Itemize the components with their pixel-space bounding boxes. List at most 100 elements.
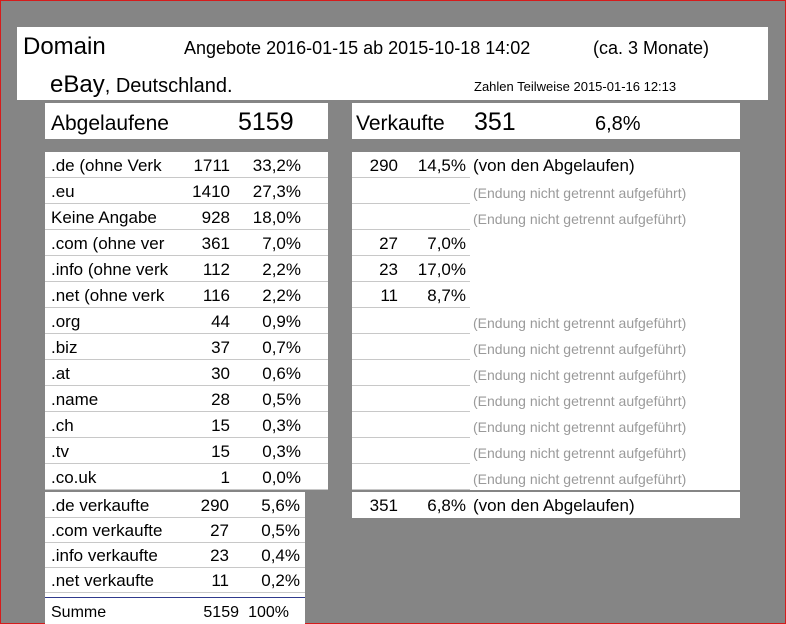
domain-name: .at xyxy=(51,365,70,383)
sold-count: 23 xyxy=(379,261,398,279)
sold-note: (Endung nicht getrennt aufgeführt) xyxy=(473,419,687,435)
domain-name: .com (ohne ver xyxy=(51,235,165,253)
sold-note: (Endung nicht getrennt aufgeführt) xyxy=(473,367,687,383)
sold-domain-name: .de verkaufte xyxy=(51,497,150,515)
table-row: (Endung nicht getrennt aufgeführt) xyxy=(352,308,740,334)
row-cells xyxy=(352,334,470,360)
sold-total-note: (von den Abgelaufen) xyxy=(473,497,635,515)
domain-count: 37 xyxy=(211,339,230,357)
table-row: 23 17,0% xyxy=(352,256,740,282)
domain-percent: 0,7% xyxy=(262,339,301,357)
table-row: 11 8,7% xyxy=(352,282,740,308)
table-row: (Endung nicht getrennt aufgeführt) xyxy=(352,386,740,412)
table-row: .biz 37 0,7% xyxy=(45,334,328,360)
sold-note: (Endung nicht getrennt aufgeführt) xyxy=(473,393,687,409)
table-row: .eu 1410 27,3% xyxy=(45,178,328,204)
sold-note: (Endung nicht getrennt aufgeführt) xyxy=(473,185,687,201)
table-row: (Endung nicht getrennt aufgeführt) xyxy=(352,178,740,204)
offers-period: Angebote 2016-01-15 ab 2015-10-18 14:02 xyxy=(184,38,531,58)
domain-count: 1 xyxy=(220,469,230,487)
domain-name: .de (ohne Verk xyxy=(51,157,162,175)
domain-percent: 2,2% xyxy=(262,287,301,305)
row-cells xyxy=(352,360,470,386)
table-row: .name 28 0,5% xyxy=(45,386,328,412)
sold-count: 290 xyxy=(369,157,398,175)
table-row: 27 7,0% xyxy=(352,230,740,256)
sold-domain-percent: 5,6% xyxy=(261,497,300,515)
table-row: .at 30 0,6% xyxy=(45,360,328,386)
domain-name: .name xyxy=(51,391,99,409)
domain-percent: 0,9% xyxy=(262,313,301,331)
sold-summary: Verkaufte 351 6,8% xyxy=(352,103,740,139)
sold-note: (Endung nicht getrennt aufgeführt) xyxy=(473,341,687,357)
domain-percent: 18,0% xyxy=(252,209,301,227)
sold-domain-name: .net verkaufte xyxy=(51,572,155,590)
domain-name: .ch xyxy=(51,417,74,435)
domain-percent: 27,3% xyxy=(252,183,301,201)
table-row: (Endung nicht getrennt aufgeführt) xyxy=(352,464,740,490)
table-row: .com verkaufte 27 0,5% xyxy=(45,517,305,543)
sold-percent: 7,0% xyxy=(427,235,466,253)
sold-percent: 14,5% xyxy=(417,157,466,175)
table-row: (Endung nicht getrennt aufgeführt) xyxy=(352,334,740,360)
table-row: 290 14,5% (von den Abgelaufen) xyxy=(352,152,740,178)
table-row: .com (ohne ver 361 7,0% xyxy=(45,230,328,256)
sold-note: (Endung nicht getrennt aufgeführt) xyxy=(473,211,687,227)
domain-name: .co.uk xyxy=(51,469,97,487)
row-cells xyxy=(352,152,470,178)
sold-note: (Endung nicht getrennt aufgeführt) xyxy=(473,471,687,487)
table-row: .de verkaufte 290 5,6% xyxy=(45,492,305,518)
domain-percent: 0,5% xyxy=(262,391,301,409)
domain-count: 361 xyxy=(201,235,230,253)
total-count: 5159 xyxy=(203,604,239,621)
domain-count: 928 xyxy=(201,209,230,227)
domain-count: 112 xyxy=(202,261,230,279)
row-cells xyxy=(352,308,470,334)
sold-note: (von den Abgelaufen) xyxy=(473,157,635,175)
expired-label: Abgelaufene xyxy=(51,112,169,135)
row-cells xyxy=(352,438,470,464)
domain-count: 44 xyxy=(211,313,230,331)
domain-count: 30 xyxy=(211,365,230,383)
sold-note: (Endung nicht getrennt aufgeführt) xyxy=(473,315,687,331)
table-row: (Endung nicht getrennt aufgeführt) xyxy=(352,412,740,438)
row-cells xyxy=(352,464,470,490)
domain-percent: 7,0% xyxy=(262,235,301,253)
domain-percent: 0,6% xyxy=(262,365,301,383)
sold-percent: 17,0% xyxy=(417,261,466,279)
row-cells xyxy=(352,282,470,308)
row-cells xyxy=(352,230,470,256)
site-country: , Deutschland. xyxy=(104,75,233,97)
sold-total-count: 351 xyxy=(369,497,398,515)
sold-percent: 6,8% xyxy=(595,113,641,135)
table-row: 351 6,8% (von den Abgelaufen) xyxy=(352,492,740,518)
sold-percent: 8,7% xyxy=(427,287,466,305)
domain-name: .tv xyxy=(51,443,69,461)
table-row: .info (ohne verk 112 2,2% xyxy=(45,256,328,282)
total-percent: 100% xyxy=(248,604,289,621)
domain-count: 15 xyxy=(211,417,230,435)
table-row: (Endung nicht getrennt aufgeführt) xyxy=(352,360,740,386)
figures-date: Zahlen Teilweise 2015-01-16 12:13 xyxy=(474,79,677,94)
table-row: .net verkaufte 11 0,2% xyxy=(45,567,305,593)
sold-domain-count: 27 xyxy=(210,522,229,540)
domain-name: Keine Angabe xyxy=(51,209,157,227)
domain-count: 1410 xyxy=(192,183,230,201)
row-cells xyxy=(352,412,470,438)
page-title: Domain xyxy=(23,33,106,60)
table-row: .de (ohne Verk 1711 33,2% xyxy=(45,152,328,178)
sold-value: 351 xyxy=(474,108,516,136)
table-row: .net (ohne verk 116 2,2% xyxy=(45,282,328,308)
sold-domain-percent: 0,2% xyxy=(261,572,300,590)
sold-domain-count: 23 xyxy=(210,547,229,565)
expired-summary: Abgelaufene 5159 xyxy=(45,103,328,139)
domain-percent: 2,2% xyxy=(262,261,301,279)
table-row: .info verkaufte 23 0,4% xyxy=(45,542,305,568)
domain-percent: 33,2% xyxy=(252,157,301,175)
table-row: .ch 15 0,3% xyxy=(45,412,328,438)
table-row: .org 44 0,9% xyxy=(45,308,328,334)
sold-count: 11 xyxy=(380,287,398,305)
table-row: .tv 15 0,3% xyxy=(45,438,328,464)
domain-percent: 0,0% xyxy=(262,469,301,487)
sold-label: Verkaufte xyxy=(356,112,445,135)
